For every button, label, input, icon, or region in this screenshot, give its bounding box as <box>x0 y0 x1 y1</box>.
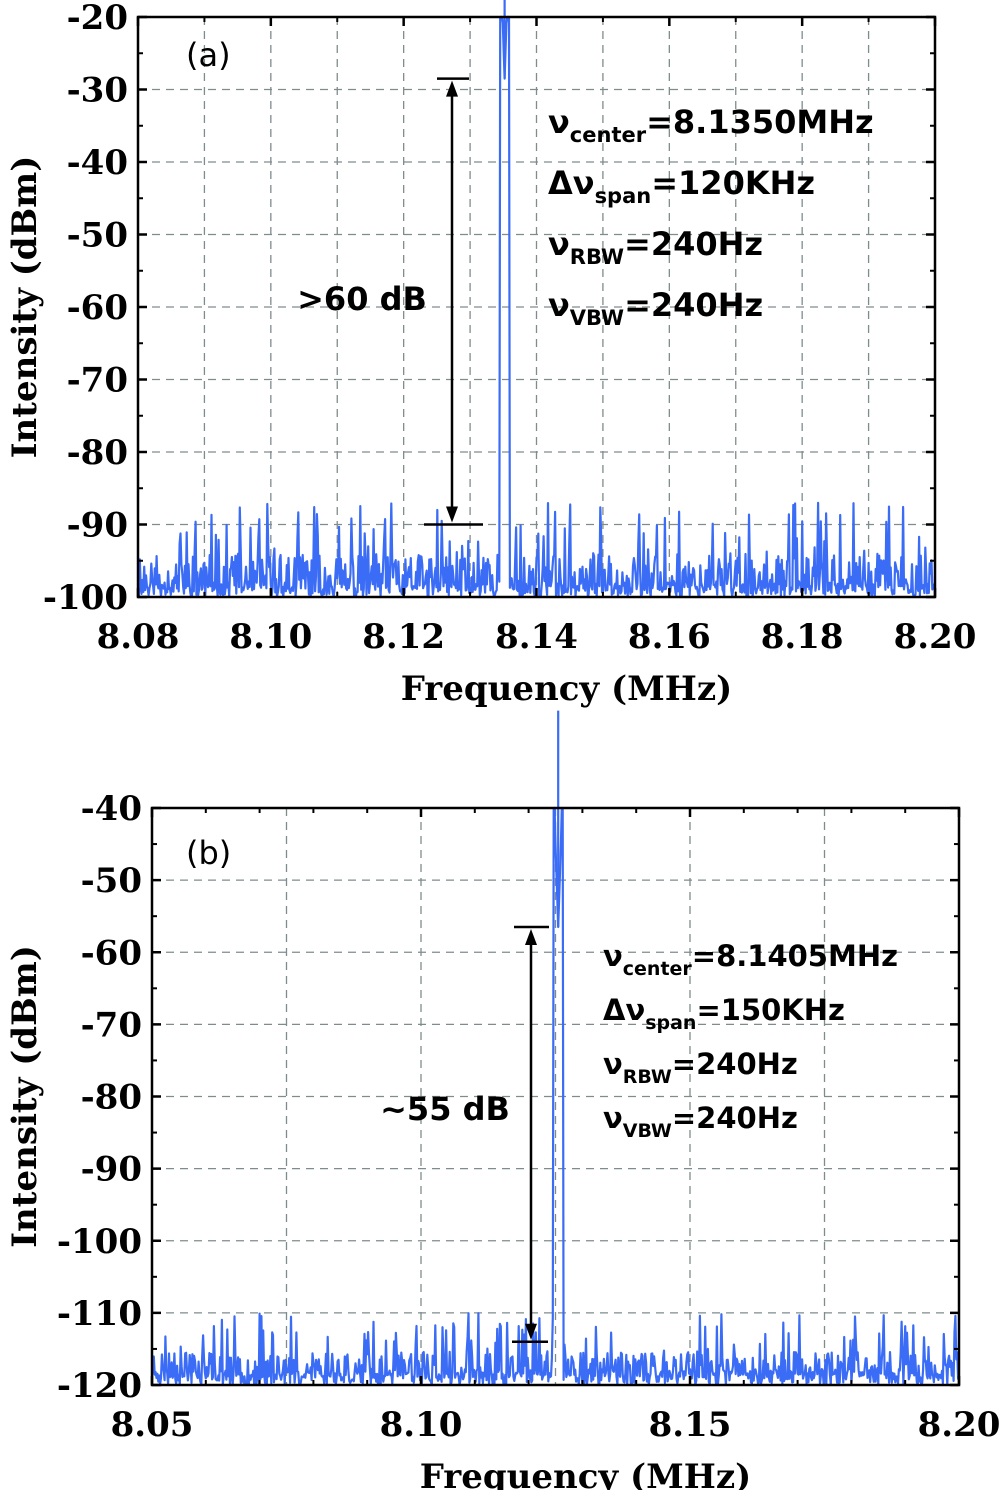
arrow-head-down <box>446 506 458 523</box>
x-axis: 8.08 8.10 8.12 8.14 8.16 8.18 8.20 <box>97 17 977 657</box>
y-axis-title: Intensity (dBm) <box>5 156 45 459</box>
param-line: Δνspan=150KHz <box>603 993 845 1034</box>
param-symbol: ν <box>603 1047 623 1081</box>
param-subscript: center <box>570 123 647 147</box>
y-tick-label: -50 <box>67 216 128 256</box>
param-subscript: VBW <box>623 1120 672 1142</box>
param-subscript: span <box>595 184 652 208</box>
y-tick-label: -100 <box>57 1222 142 1262</box>
param-value: =150KHz <box>696 993 844 1027</box>
param-subscript: center <box>623 958 693 980</box>
param-line: νRBW=240Hz <box>548 225 763 269</box>
y-tick-label: -90 <box>81 1150 142 1190</box>
param-symbol: ν <box>548 286 570 324</box>
x-tick-label: 8.05 <box>111 1405 194 1445</box>
param-symbol: ν <box>548 103 570 141</box>
param-symbol: Δν <box>548 164 595 202</box>
y-tick-label: -40 <box>67 143 128 183</box>
panel-label: (b) <box>186 834 231 872</box>
param-subscript: span <box>645 1012 696 1034</box>
y-tick-label: -70 <box>67 361 128 401</box>
x-tick-label: 8.16 <box>628 617 711 657</box>
x-tick-label: 8.20 <box>894 617 977 657</box>
arrow-head-up <box>525 929 537 946</box>
param-symbol: ν <box>603 1101 623 1135</box>
y-tick-label: -60 <box>67 288 128 328</box>
dynamic-range-label: ~55 dB <box>380 1090 510 1128</box>
param-symbol: Δν <box>603 993 645 1027</box>
y-axis: -20 -30 -40 -50 -60 -70 -80 -90 -100 <box>43 0 935 618</box>
param-value: =8.1350MHz <box>646 103 874 141</box>
y-tick-label: -110 <box>57 1294 142 1334</box>
param-line: Δνspan=120KHz <box>548 164 815 208</box>
y-axis: -40 -50 -60 -70 -80 -90 -100 -110 -120 <box>57 789 959 1406</box>
x-axis-title: Frequency (MHz) <box>420 1457 751 1490</box>
param-value: =240Hz <box>672 1047 798 1081</box>
x-axis: 8.05 8.10 8.15 8.20 <box>111 808 1000 1445</box>
spectrum-trace <box>150 806 961 1387</box>
param-symbol: ν <box>548 225 570 263</box>
x-tick-label: 8.18 <box>761 617 844 657</box>
y-tick-label: -20 <box>67 0 128 38</box>
measurement-parameters: νcenter=8.1350MHzΔνspan=120KHzνRBW=240Hz… <box>548 103 874 330</box>
grid-lines <box>138 17 935 597</box>
x-tick-label: 8.20 <box>918 1405 1000 1445</box>
param-line: νRBW=240Hz <box>603 1047 798 1088</box>
param-value: =240Hz <box>624 286 763 324</box>
y-tick-label: -80 <box>81 1078 142 1118</box>
arrow-head-up <box>446 80 458 97</box>
y-tick-label: -30 <box>67 71 128 111</box>
param-line: νcenter=8.1350MHz <box>548 103 874 147</box>
y-tick-label: -70 <box>81 1005 142 1045</box>
spectrum-trace <box>136 15 937 599</box>
panel-label: (a) <box>186 36 231 74</box>
param-value: =240Hz <box>672 1101 798 1135</box>
x-tick-label: 8.10 <box>229 617 312 657</box>
param-subscript: RBW <box>623 1066 672 1088</box>
x-tick-label: 8.08 <box>97 617 180 657</box>
y-tick-label: -90 <box>67 506 128 546</box>
param-line: νVBW=240Hz <box>548 286 763 330</box>
x-axis-title: Frequency (MHz) <box>401 669 732 709</box>
param-subscript: VBW <box>570 306 624 330</box>
y-tick-label: -120 <box>57 1366 142 1406</box>
dynamic-range-label: >60 dB <box>297 280 427 318</box>
y-tick-label: -100 <box>43 578 128 618</box>
param-value: =120KHz <box>651 164 815 202</box>
x-tick-label: 8.14 <box>495 617 578 657</box>
param-symbol: ν <box>603 939 623 973</box>
grid-lines <box>152 808 959 1385</box>
y-axis-title: Intensity (dBm) <box>5 945 45 1248</box>
arrow-head-down <box>525 1323 537 1340</box>
y-tick-label: -40 <box>81 789 142 829</box>
y-tick-label: -60 <box>81 933 142 973</box>
dynamic-range-arrow <box>512 925 549 1343</box>
x-tick-label: 8.15 <box>649 1405 732 1445</box>
x-tick-label: 8.10 <box>380 1405 463 1445</box>
measurement-parameters: νcenter=8.1405MHzΔνspan=150KHzνRBW=240Hz… <box>603 939 898 1142</box>
param-value: =240Hz <box>624 225 763 263</box>
y-tick-label: -80 <box>67 433 128 473</box>
param-subscript: RBW <box>570 245 624 269</box>
x-tick-label: 8.12 <box>362 617 445 657</box>
y-tick-label: -50 <box>81 861 142 901</box>
dynamic-range-arrow <box>424 77 483 526</box>
param-line: νcenter=8.1405MHz <box>603 939 898 980</box>
param-line: νVBW=240Hz <box>603 1101 798 1142</box>
param-value: =8.1405MHz <box>692 939 898 973</box>
